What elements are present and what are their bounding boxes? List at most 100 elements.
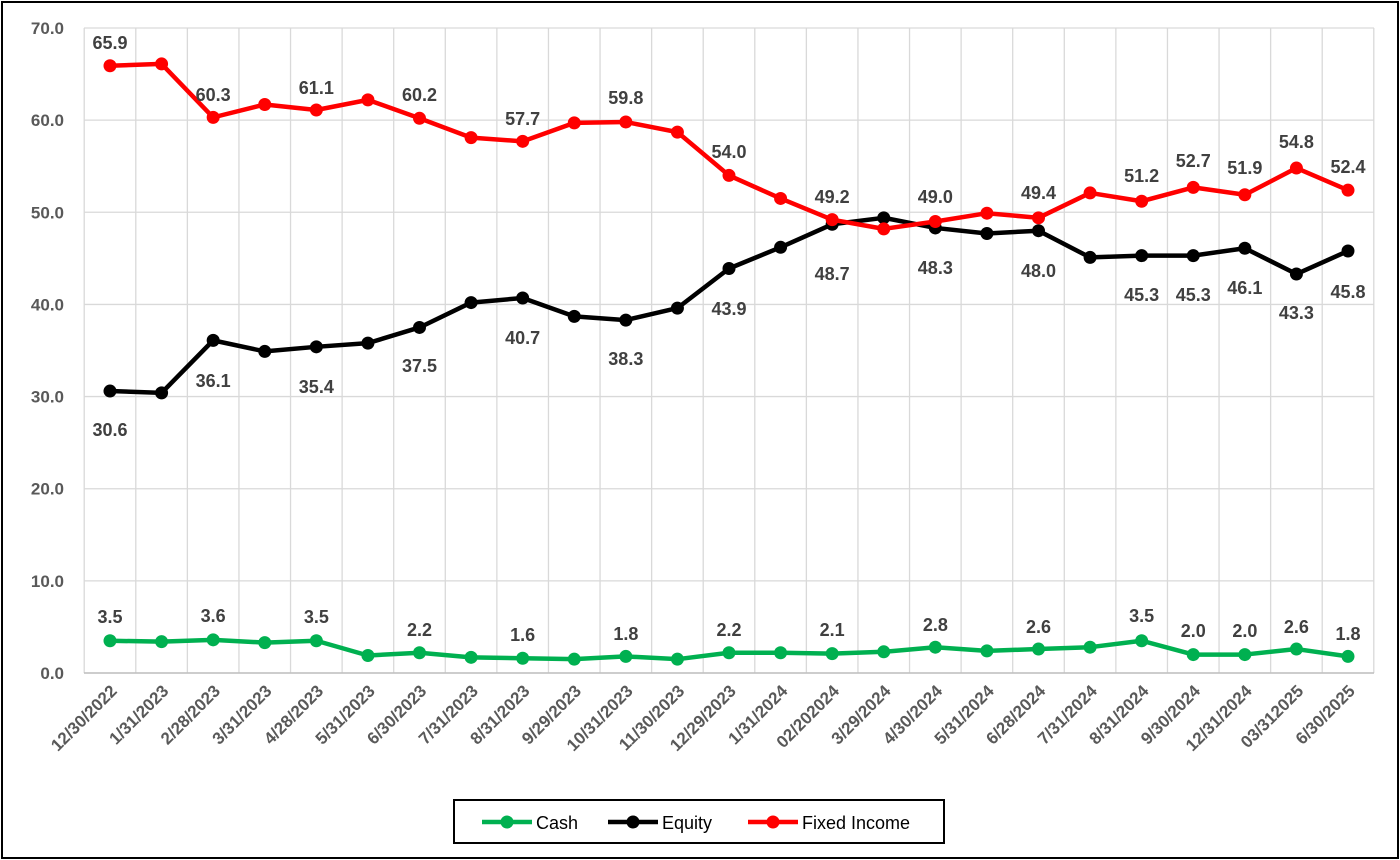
y-tick-label: 70.0 — [31, 19, 64, 38]
x-tick-label: 12/30/2022 — [47, 681, 121, 755]
data-point-fixed-income — [1135, 194, 1149, 208]
data-point-fixed-income — [1289, 161, 1303, 175]
data-point-cash — [722, 646, 736, 660]
y-tick-label: 0.0 — [40, 664, 64, 683]
data-point-equity — [361, 336, 375, 350]
data-point-cash — [206, 633, 220, 647]
data-label-fixed-income: 49.4 — [1021, 183, 1056, 203]
data-label-equity: 36.1 — [196, 371, 231, 391]
data-label-cash: 2.2 — [407, 620, 432, 640]
data-label-equity: 48.3 — [918, 258, 953, 278]
data-point-equity — [103, 384, 117, 398]
data-label-fixed-income: 60.2 — [402, 85, 437, 105]
data-point-cash — [309, 634, 323, 648]
data-point-equity — [1341, 244, 1355, 258]
data-point-equity — [155, 386, 169, 400]
data-label-fixed-income: 54.8 — [1279, 132, 1314, 152]
data-label-equity: 45.3 — [1124, 285, 1159, 305]
y-tick-label: 60.0 — [31, 111, 64, 130]
data-label-cash: 2.8 — [923, 615, 948, 635]
data-point-cash — [1135, 634, 1149, 648]
legend-marker-cash — [500, 815, 514, 829]
data-label-cash: 2.0 — [1181, 621, 1206, 641]
data-point-cash — [928, 640, 942, 654]
data-point-fixed-income — [670, 125, 684, 139]
data-point-cash — [774, 646, 788, 660]
data-point-equity — [1135, 249, 1149, 263]
data-point-fixed-income — [825, 213, 839, 227]
data-point-fixed-income — [1032, 211, 1045, 225]
legend-marker-fixed-income — [766, 815, 780, 829]
data-point-fixed-income — [155, 57, 169, 71]
data-point-cash — [516, 651, 530, 665]
data-point-cash — [825, 647, 839, 661]
data-label-cash: 3.5 — [97, 607, 122, 627]
y-tick-label: 20.0 — [31, 480, 64, 499]
data-label-fixed-income: 65.9 — [92, 33, 127, 53]
data-label-equity: 38.3 — [608, 349, 643, 369]
y-tick-label: 50.0 — [31, 203, 64, 222]
data-point-equity — [258, 344, 272, 358]
data-point-equity — [774, 240, 788, 254]
legend-label-equity: Equity — [662, 813, 712, 833]
data-point-equity — [1032, 224, 1045, 238]
data-label-equity: 48.7 — [815, 264, 850, 284]
data-point-equity — [309, 340, 323, 354]
data-point-cash — [258, 636, 272, 650]
data-point-equity — [877, 211, 891, 225]
data-label-fixed-income: 52.7 — [1176, 151, 1211, 171]
data-point-equity — [670, 301, 684, 315]
data-label-fixed-income: 61.1 — [299, 78, 334, 98]
data-label-equity: 48.0 — [1021, 261, 1056, 281]
data-label-fixed-income: 60.3 — [196, 85, 231, 105]
data-label-equity: 45.3 — [1176, 285, 1211, 305]
data-label-cash: 1.8 — [1335, 624, 1360, 644]
data-point-cash — [1186, 648, 1200, 662]
data-point-equity — [464, 296, 478, 310]
data-label-fixed-income: 52.4 — [1330, 157, 1365, 177]
legend-label-fixed-income: Fixed Income — [802, 813, 910, 833]
data-point-cash — [670, 652, 684, 666]
data-label-equity: 40.7 — [505, 328, 540, 348]
data-label-equity: 35.4 — [299, 377, 334, 397]
data-point-fixed-income — [206, 110, 220, 124]
data-point-fixed-income — [464, 131, 478, 145]
data-point-fixed-income — [258, 97, 272, 111]
data-label-equity: 37.5 — [402, 356, 437, 376]
data-point-fixed-income — [722, 168, 736, 182]
data-point-cash — [1083, 640, 1097, 654]
data-point-fixed-income — [928, 215, 942, 228]
data-label-equity: 46.1 — [1227, 278, 1262, 298]
data-point-cash — [567, 652, 581, 666]
data-label-cash: 2.6 — [1284, 617, 1309, 637]
data-point-fixed-income — [1341, 183, 1355, 197]
data-point-equity — [619, 313, 633, 327]
legend-marker-equity — [626, 815, 640, 829]
data-point-fixed-income — [309, 103, 323, 117]
data-point-equity — [1238, 241, 1252, 255]
data-point-cash — [464, 650, 478, 664]
data-label-cash: 3.6 — [201, 606, 226, 626]
data-label-cash: 1.8 — [613, 624, 638, 644]
data-point-cash — [413, 646, 426, 660]
data-point-fixed-income — [361, 93, 375, 107]
data-point-cash — [361, 648, 375, 662]
data-label-fixed-income: 54.0 — [711, 142, 746, 162]
data-point-cash — [155, 635, 169, 649]
data-label-cash: 2.1 — [820, 620, 845, 640]
data-label-cash: 3.5 — [1129, 606, 1154, 626]
data-point-cash — [1238, 648, 1252, 662]
axis-layer: 0.0 10.0 20.0 30.0 40.0 50.0 60.0 70.0 12/30/202… — [31, 19, 1374, 755]
data-label-fixed-income: 49.0 — [918, 187, 953, 207]
data-label-equity: 45.8 — [1330, 282, 1365, 302]
data-point-cash — [103, 634, 117, 648]
data-label-fixed-income: 57.7 — [505, 109, 540, 129]
data-point-fixed-income — [413, 111, 426, 125]
legend: Cash Equity Fixed Income — [453, 799, 945, 844]
data-point-fixed-income — [516, 134, 530, 148]
data-point-equity — [1289, 267, 1303, 281]
data-label-cash: 3.5 — [304, 607, 329, 627]
data-point-equity — [206, 333, 220, 347]
